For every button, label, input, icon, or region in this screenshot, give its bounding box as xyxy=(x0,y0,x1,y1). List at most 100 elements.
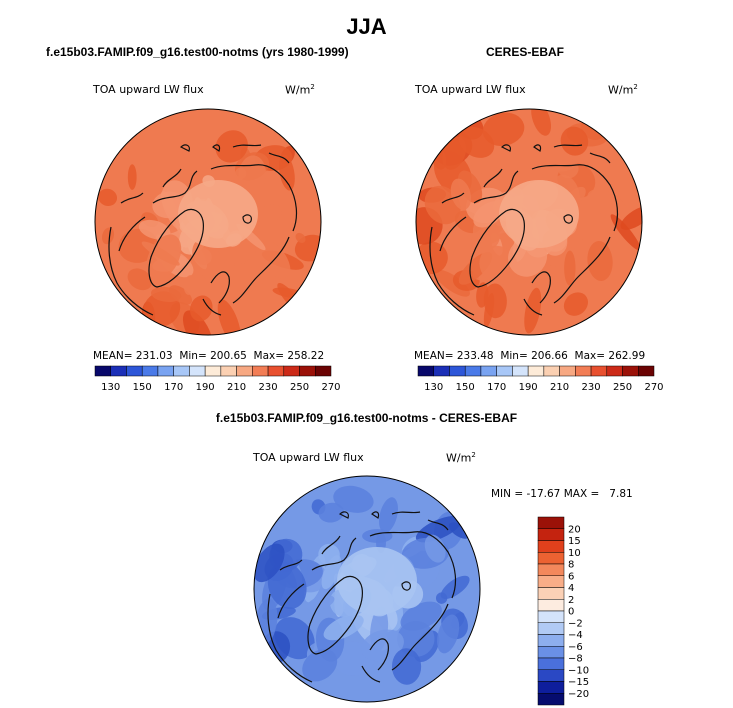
map-arctic-region xyxy=(499,180,579,248)
colorbar-tick-label: 250 xyxy=(290,382,309,393)
panel-1-units: W/m2 xyxy=(285,83,315,97)
colorbar-swatch xyxy=(537,528,565,541)
map-coastline xyxy=(523,271,551,316)
map-contour-patch xyxy=(127,164,137,190)
colorbar-tick-label: −20 xyxy=(568,689,589,700)
map-coastline xyxy=(232,144,290,164)
colorbar-tick-label: 190 xyxy=(196,382,215,393)
map-coastline xyxy=(429,226,475,316)
panel-3-units: W/m2 xyxy=(446,451,476,465)
colorbar-swatch xyxy=(537,587,565,600)
map-contour-patch xyxy=(415,515,462,543)
colorbar-tick-label: 230 xyxy=(259,382,278,393)
map-coastline xyxy=(533,144,542,152)
panel-2-min-value: 206.66 xyxy=(531,350,568,362)
colorbar-tick-label: −6 xyxy=(568,642,583,653)
colorbar-tick-label: 20 xyxy=(568,524,581,535)
map-coastline xyxy=(267,593,313,683)
panel-1-stats: MEAN= 231.03 Min= 200.65 Max= 258.22 xyxy=(93,350,325,362)
panel-2-stats: MEAN= 233.48 Min= 206.66 Max= 262.99 xyxy=(414,350,646,362)
colorbar-swatch xyxy=(417,365,434,377)
map-contour-patch xyxy=(279,154,295,191)
colorbar-swatch xyxy=(622,365,639,377)
map-contour-patch xyxy=(448,522,470,539)
colorbar-tick-label: 15 xyxy=(568,536,581,547)
colorbar-tick-label: −4 xyxy=(568,630,583,641)
map-contour-patch xyxy=(434,269,470,297)
map-contour-patch xyxy=(560,126,589,156)
colorbar-swatch xyxy=(173,365,190,377)
map-contour-patch xyxy=(483,283,507,319)
panel-1-polar-map xyxy=(94,108,322,336)
panel-2-max-value: 262.99 xyxy=(608,350,646,362)
map-contour-patch xyxy=(302,649,338,682)
colorbar-swatch xyxy=(537,563,565,576)
colorbar-tick-label: 150 xyxy=(133,382,152,393)
map-coastline xyxy=(369,531,457,599)
colorbar-swatch xyxy=(157,365,174,377)
colorbar-swatch xyxy=(537,516,565,529)
panel-1-min-value: 200.65 xyxy=(210,350,247,362)
colorbar-swatch xyxy=(220,365,237,377)
map-coastline xyxy=(232,236,290,304)
map-contour-patch xyxy=(450,178,472,210)
panel-2-mean-value: 233.48 xyxy=(456,350,494,362)
map-coastline xyxy=(202,271,230,316)
map-coastline xyxy=(401,581,411,591)
panel-2-variable: TOA upward LW flux xyxy=(415,83,526,96)
figure-title: JJA xyxy=(346,14,387,39)
colorbar-swatch xyxy=(480,365,497,377)
colorbar-tick-label: 250 xyxy=(613,382,632,393)
map-contour-patch xyxy=(150,286,182,303)
map-coastline xyxy=(118,168,198,252)
map-contour-patch xyxy=(118,228,158,263)
colorbar-tick-label: −2 xyxy=(568,618,583,629)
map-contour-patch xyxy=(435,592,448,604)
colorbar-tick-label: −8 xyxy=(568,654,583,665)
colorbar-tick-label: 130 xyxy=(424,382,443,393)
map-contour-patch xyxy=(192,239,224,281)
panel-1-mean-value: 231.03 xyxy=(135,350,173,362)
colorbar-tick-label: 210 xyxy=(550,382,569,393)
colorbar-swatch xyxy=(537,657,565,670)
panel-1-max-value: 258.22 xyxy=(287,350,325,362)
map-contour-patch xyxy=(469,154,492,175)
map-contour-patch xyxy=(473,201,505,228)
colorbar-tick-label: 230 xyxy=(582,382,601,393)
map-contour-patch xyxy=(182,310,213,335)
map-coastline xyxy=(179,144,190,152)
map-coastline xyxy=(500,144,511,152)
map-coastline xyxy=(371,511,380,519)
map-contour-patch xyxy=(397,621,435,658)
colorbar-swatch xyxy=(606,365,623,377)
map-contour-patch xyxy=(482,112,525,146)
map-contour-patch xyxy=(146,234,182,280)
colorbar-swatch xyxy=(537,634,565,647)
map-border xyxy=(415,108,643,336)
colorbar-tick-label: 150 xyxy=(456,382,475,393)
map-contour-patch xyxy=(437,614,460,654)
map-contour-patch xyxy=(295,232,306,243)
map-coastline xyxy=(553,236,611,304)
panel-3-polar-map xyxy=(253,475,481,703)
map-contour-patch xyxy=(318,502,344,523)
colorbar-tick-label: 130 xyxy=(101,382,120,393)
map-coastline xyxy=(210,164,298,232)
panel-2-title: CERES-EBAF xyxy=(486,45,565,59)
map-coastline xyxy=(242,214,252,224)
map-contour-patch xyxy=(218,257,235,287)
colorbar-swatch xyxy=(559,365,576,377)
colorbar-swatch xyxy=(638,365,655,377)
panel-3-title: f.e15b03.FAMIP.f09_g16.test00-notms - CE… xyxy=(215,411,518,425)
map-contour-patch xyxy=(189,295,213,322)
panel-2-polar-map xyxy=(415,108,643,336)
colorbar-swatch xyxy=(537,599,565,612)
map-contour-patch xyxy=(587,241,613,282)
map-border xyxy=(94,108,322,336)
colorbar-swatch xyxy=(141,365,159,377)
map-coastline xyxy=(531,164,619,232)
colorbar-tick-label: 210 xyxy=(227,382,246,393)
map-contour-patch xyxy=(101,227,115,245)
colorbar-tick-label: 0 xyxy=(568,607,574,618)
map-contour-patch xyxy=(257,204,282,224)
